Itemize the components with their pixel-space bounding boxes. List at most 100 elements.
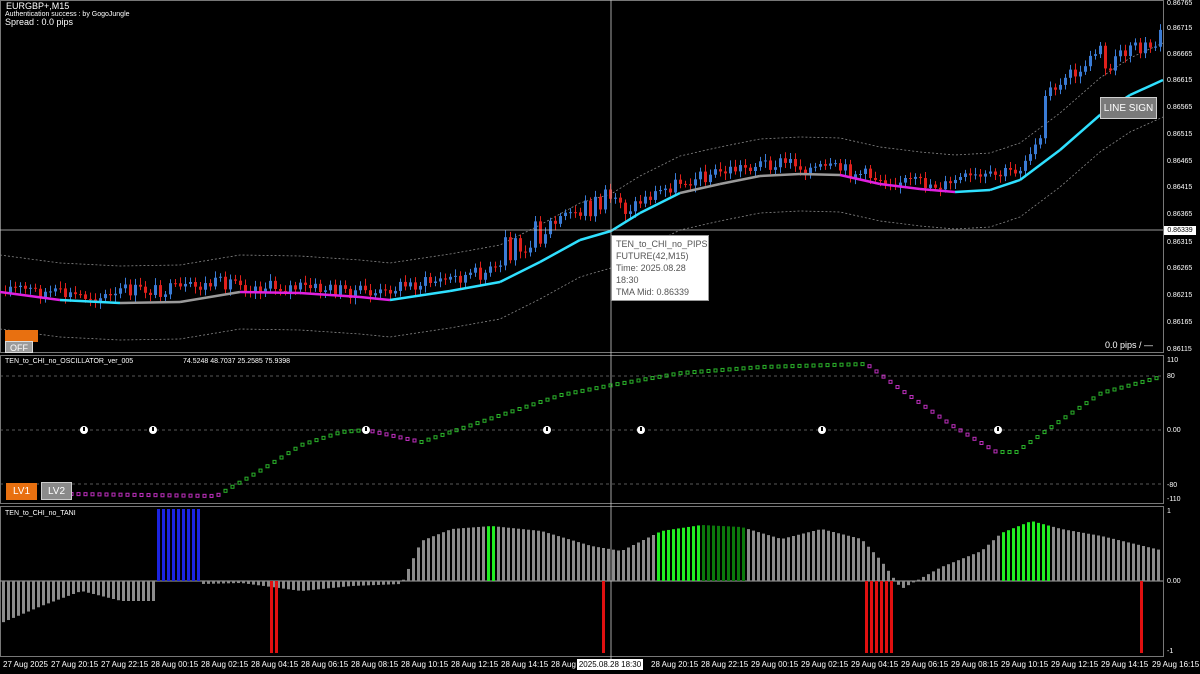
histogram-bar: [122, 581, 125, 601]
histogram-bar: [967, 556, 970, 581]
candle-body: [1104, 45, 1107, 69]
candle-body: [604, 189, 607, 210]
histogram-bar: [107, 581, 110, 598]
lv1-button[interactable]: LV1: [6, 483, 37, 500]
candle-body: [269, 280, 272, 289]
candle-body: [914, 176, 917, 179]
oscillator-point: [97, 492, 102, 497]
oscillator-point: [643, 377, 648, 382]
histogram-bar: [1087, 533, 1090, 581]
candle-body: [1059, 84, 1062, 90]
price-label: 0.86215: [1167, 292, 1193, 299]
oscillator-point: [538, 400, 543, 404]
candle-body: [254, 286, 257, 293]
time-label: 28 Aug 22:15: [701, 660, 749, 669]
candle-body: [1004, 167, 1007, 177]
candle-body: [964, 173, 967, 177]
candle-body: [19, 285, 22, 288]
histogram-bar: [1072, 531, 1075, 581]
candle-body: [709, 174, 712, 183]
candle-body: [1069, 69, 1072, 78]
symbol-title: EURGBP+,M15: [6, 1, 70, 11]
time-label: 29 Aug 16:15: [1152, 660, 1200, 669]
histogram-bar: [207, 581, 210, 584]
candle-body: [54, 288, 57, 292]
histogram-bar: [132, 581, 135, 601]
histogram-red-bar: [885, 581, 888, 653]
oscillator-point: [657, 374, 662, 379]
oscillator-point: [468, 423, 473, 428]
candle-body: [869, 168, 872, 178]
oscillator-point: [125, 492, 130, 497]
time-label: 28 Aug 10:15: [401, 660, 449, 669]
histogram-bar: [762, 533, 765, 581]
histogram-red-bar: [875, 581, 878, 653]
candle-body: [824, 164, 827, 166]
histogram-bar: [722, 526, 725, 581]
histogram-bar: [512, 528, 515, 581]
histogram-bar: [1132, 543, 1135, 581]
candle-body: [559, 216, 562, 224]
oscillator-point: [741, 366, 746, 371]
time-label: 29 Aug 06:15: [901, 660, 949, 669]
time-label: 28 Aug 02:15: [201, 660, 249, 669]
candle-body: [1159, 29, 1162, 47]
histogram-bar: [662, 530, 665, 581]
candle-body: [954, 179, 957, 184]
histogram-bar: [797, 534, 800, 581]
histogram-bar: [42, 581, 45, 606]
oscillator-point: [76, 492, 81, 497]
histogram-red-bar: [880, 581, 883, 653]
time-label: 29 Aug 10:15: [1001, 660, 1049, 669]
histogram-bar: [912, 581, 915, 583]
candle-body: [994, 171, 997, 175]
oscillator-point: [776, 364, 781, 369]
candle-body: [764, 160, 767, 162]
histogram-bar: [972, 554, 975, 581]
time-label: 29 Aug 02:15: [801, 660, 849, 669]
histogram-bar: [262, 581, 265, 586]
histogram-bar: [552, 534, 555, 581]
oscillator-point: [139, 492, 144, 497]
oscillator-point: [146, 493, 151, 498]
candle-body: [899, 182, 902, 187]
candle-body: [49, 291, 52, 293]
histogram-bar: [307, 581, 310, 591]
histogram-bar: [1142, 546, 1145, 581]
candle-body: [644, 196, 647, 204]
oscillator-point: [265, 464, 270, 469]
off-button-top[interactable]: [5, 330, 38, 342]
candle-body: [1034, 144, 1037, 155]
lv2-button[interactable]: LV2: [41, 482, 72, 500]
histogram-bar: [247, 581, 250, 584]
candle-body: [214, 277, 217, 287]
histogram-bar: [697, 525, 700, 581]
candle-body: [1014, 169, 1017, 174]
histogram-bar: [177, 509, 180, 581]
tani-label: 0.00: [1167, 578, 1181, 585]
histogram-bar: [7, 581, 10, 621]
histogram-bar: [1137, 544, 1140, 581]
oscillator-point: [580, 388, 585, 393]
histogram-bar: [682, 527, 685, 581]
candle-body: [854, 174, 857, 178]
histogram-bar: [282, 581, 285, 589]
off-button[interactable]: OFF: [5, 341, 33, 353]
oscillator-point: [1049, 425, 1054, 430]
tma-mid-line: [359, 295, 391, 302]
candle-body: [144, 286, 147, 293]
line-sign-button[interactable]: LINE SIGN: [1100, 97, 1157, 119]
candle-body: [124, 284, 127, 289]
candle-body: [919, 176, 922, 179]
candle-body: [879, 179, 882, 181]
candle-body: [434, 281, 437, 283]
histogram-bar: [457, 528, 460, 581]
candle-body: [494, 266, 497, 268]
oscillator-point: [888, 379, 893, 384]
candle-body: [654, 191, 657, 200]
candle-body: [629, 211, 632, 214]
candle-body: [819, 164, 822, 167]
candle-body: [1054, 87, 1057, 90]
oscillator-point: [748, 365, 753, 370]
